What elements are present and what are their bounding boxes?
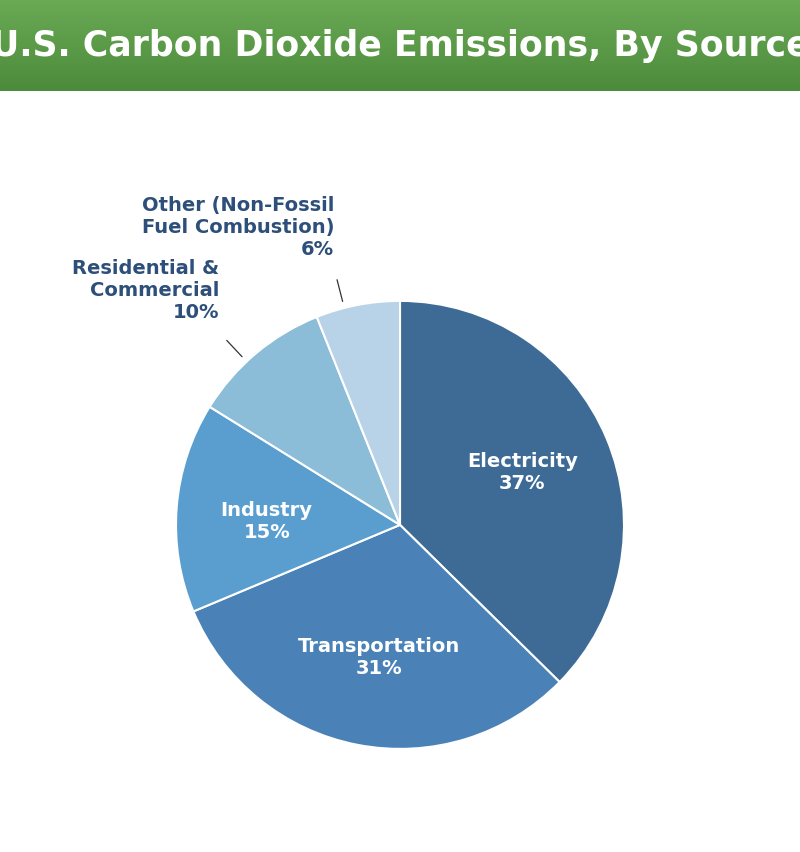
Text: Industry
15%: Industry 15% bbox=[221, 501, 313, 542]
Text: Electricity
37%: Electricity 37% bbox=[467, 452, 578, 492]
Text: Residential &
Commercial
10%: Residential & Commercial 10% bbox=[72, 259, 219, 322]
Wedge shape bbox=[400, 302, 624, 682]
Text: U.S. Carbon Dioxide Emissions, By Source: U.S. Carbon Dioxide Emissions, By Source bbox=[0, 29, 800, 63]
Wedge shape bbox=[317, 302, 400, 526]
Text: Transportation
31%: Transportation 31% bbox=[298, 636, 460, 677]
Wedge shape bbox=[176, 407, 400, 612]
Text: Other (Non-Fossil
Fuel Combustion)
6%: Other (Non-Fossil Fuel Combustion) 6% bbox=[142, 195, 334, 258]
Wedge shape bbox=[210, 318, 400, 526]
Wedge shape bbox=[194, 526, 560, 749]
